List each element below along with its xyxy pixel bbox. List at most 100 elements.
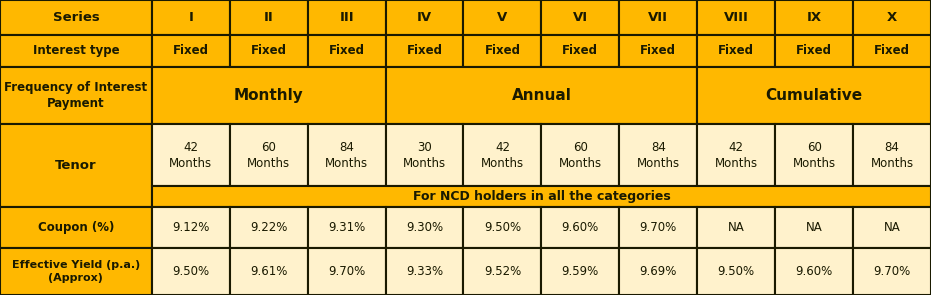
Text: Fixed: Fixed [329, 44, 365, 57]
Bar [307, 35, 385, 67]
Text: VIII: VIII [723, 11, 749, 24]
Text: 42
Months: 42 Months [715, 141, 758, 170]
Text: Monthly: Monthly [234, 88, 304, 103]
Text: 9.22%: 9.22% [250, 221, 288, 234]
Text: 9.50%: 9.50% [172, 265, 209, 278]
Text: For NCD holders in all the categories: For NCD holders in all the categories [412, 190, 670, 203]
Text: NA: NA [805, 221, 822, 234]
Text: 42
Months: 42 Months [169, 141, 212, 170]
Text: Cumulative: Cumulative [765, 88, 863, 103]
Text: Fixed: Fixed [796, 44, 832, 57]
Bar [776, 124, 853, 186]
Text: 9.12%: 9.12% [172, 221, 209, 234]
Bar [385, 248, 464, 295]
Bar [697, 0, 776, 35]
Text: 9.70%: 9.70% [873, 265, 911, 278]
Bar [307, 248, 385, 295]
Text: IX: IX [806, 11, 822, 24]
Bar [619, 124, 697, 186]
Bar [776, 0, 853, 35]
Bar [853, 207, 931, 248]
Text: V: V [497, 11, 507, 24]
Bar [853, 0, 931, 35]
Bar [152, 67, 385, 124]
Text: Effective Yield (p.a.)
(Approx): Effective Yield (p.a.) (Approx) [12, 260, 140, 283]
Bar [541, 124, 619, 186]
Text: III: III [339, 11, 354, 24]
Bar [230, 0, 307, 35]
Bar [541, 0, 619, 35]
Bar [385, 207, 464, 248]
Text: 9.30%: 9.30% [406, 221, 443, 234]
Bar [0, 124, 152, 207]
Text: 9.31%: 9.31% [328, 221, 365, 234]
Text: Interest type: Interest type [33, 44, 119, 57]
Text: 9.70%: 9.70% [640, 221, 677, 234]
Bar [307, 124, 385, 186]
Bar [619, 35, 697, 67]
Text: NA: NA [884, 221, 900, 234]
Text: NA: NA [728, 221, 745, 234]
Text: Fixed: Fixed [718, 44, 754, 57]
Text: Fixed: Fixed [407, 44, 442, 57]
Bar [0, 248, 152, 295]
Text: 60
Months: 60 Months [792, 141, 836, 170]
Bar [230, 124, 307, 186]
Text: 60
Months: 60 Months [559, 141, 602, 170]
Bar [619, 248, 697, 295]
Bar [152, 35, 230, 67]
Text: 9.61%: 9.61% [250, 265, 288, 278]
Text: 9.50%: 9.50% [484, 221, 521, 234]
Text: Fixed: Fixed [641, 44, 676, 57]
Text: 30
Months: 30 Months [403, 141, 446, 170]
Bar [152, 186, 931, 207]
Text: 9.60%: 9.60% [561, 221, 599, 234]
Bar [464, 124, 541, 186]
Bar [307, 0, 385, 35]
Bar [385, 124, 464, 186]
Bar [697, 124, 776, 186]
Bar [697, 67, 931, 124]
Bar [230, 207, 307, 248]
Bar [853, 124, 931, 186]
Bar [541, 35, 619, 67]
Bar [230, 35, 307, 67]
Text: IV: IV [417, 11, 432, 24]
Bar [697, 207, 776, 248]
Bar [152, 0, 230, 35]
Text: I: I [188, 11, 193, 24]
Bar [385, 35, 464, 67]
Text: 84
Months: 84 Months [637, 141, 680, 170]
Text: Annual: Annual [511, 88, 572, 103]
Bar [152, 207, 230, 248]
Bar [152, 124, 230, 186]
Text: 9.52%: 9.52% [484, 265, 521, 278]
Bar [464, 207, 541, 248]
Bar [464, 35, 541, 67]
Bar [697, 35, 776, 67]
Text: 9.60%: 9.60% [795, 265, 832, 278]
Bar [0, 67, 152, 124]
Text: 42
Months: 42 Months [480, 141, 524, 170]
Text: VII: VII [648, 11, 668, 24]
Text: 84
Months: 84 Months [870, 141, 913, 170]
Bar [776, 207, 853, 248]
Bar [385, 67, 697, 124]
Bar [776, 248, 853, 295]
Bar [464, 248, 541, 295]
Text: VI: VI [573, 11, 587, 24]
Text: Fixed: Fixed [562, 44, 599, 57]
Text: 9.70%: 9.70% [328, 265, 365, 278]
Bar [776, 35, 853, 67]
Text: X: X [887, 11, 897, 24]
Bar [619, 0, 697, 35]
Text: 9.59%: 9.59% [561, 265, 599, 278]
Bar [0, 0, 152, 35]
Bar [230, 248, 307, 295]
Text: Tenor: Tenor [55, 159, 97, 172]
Bar [385, 0, 464, 35]
Bar [619, 207, 697, 248]
Bar [152, 248, 230, 295]
Text: Coupon (%): Coupon (%) [37, 221, 115, 234]
Text: 9.50%: 9.50% [718, 265, 755, 278]
